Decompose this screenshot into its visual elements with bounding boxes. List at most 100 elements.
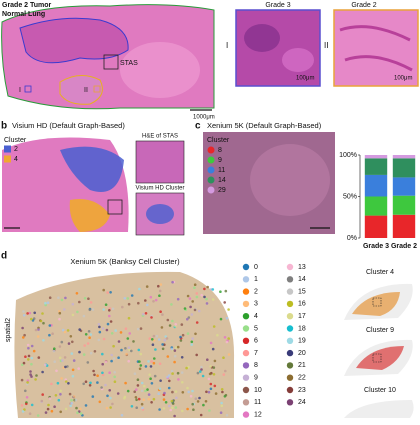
cell xyxy=(186,386,189,390)
cell xyxy=(219,411,223,415)
cell xyxy=(185,366,188,370)
cell xyxy=(113,371,116,374)
grade2-region xyxy=(59,75,103,105)
cell xyxy=(147,397,151,401)
cell xyxy=(152,300,155,303)
x-tick-label: Grade 3 xyxy=(363,243,389,250)
cell xyxy=(24,389,27,393)
cell xyxy=(98,325,101,329)
legend-swatch xyxy=(242,288,250,295)
cell xyxy=(78,350,81,354)
cell xyxy=(22,361,26,365)
legend-swatch xyxy=(242,349,250,357)
cell xyxy=(200,368,203,371)
cell xyxy=(64,365,67,369)
cell xyxy=(127,302,131,306)
cell xyxy=(186,332,190,335)
cell xyxy=(30,317,33,321)
legend-label: 2 xyxy=(254,288,258,295)
cell xyxy=(104,303,108,307)
legend-label: 18 xyxy=(298,325,306,332)
cell xyxy=(124,347,127,350)
cell xyxy=(147,360,150,363)
cluster-overlay xyxy=(60,146,124,192)
cell xyxy=(58,356,62,360)
cell xyxy=(213,359,217,363)
legend-swatch xyxy=(207,156,215,164)
cell xyxy=(92,369,95,373)
inset-marker: II xyxy=(324,41,328,50)
cell xyxy=(26,343,30,347)
cell xyxy=(44,301,47,305)
inset-marker: I xyxy=(226,41,228,50)
cell xyxy=(190,343,193,346)
legend-label: 29 xyxy=(218,187,226,194)
cell xyxy=(109,406,112,409)
cell xyxy=(138,360,141,363)
cell xyxy=(221,390,224,394)
legend-label: 11 xyxy=(254,399,261,406)
y-tick-label: 100% xyxy=(339,152,357,159)
cell xyxy=(168,379,171,383)
cell xyxy=(22,310,25,313)
cell xyxy=(125,352,128,356)
legend-swatch xyxy=(242,263,250,271)
cell xyxy=(53,360,56,364)
cell xyxy=(158,289,162,293)
cell xyxy=(77,367,80,370)
cell xyxy=(57,296,60,300)
bar-segment xyxy=(392,214,416,238)
cell xyxy=(63,356,67,359)
roi-box xyxy=(107,199,123,215)
cell xyxy=(187,316,191,319)
cell xyxy=(213,384,217,388)
cell xyxy=(87,330,91,333)
legend-label: 19 xyxy=(298,338,306,345)
cell xyxy=(162,407,166,410)
cell xyxy=(175,396,178,400)
cell xyxy=(67,382,70,385)
cell xyxy=(212,366,216,369)
cell xyxy=(83,297,87,300)
cell xyxy=(26,312,29,315)
cell xyxy=(78,300,81,304)
cell xyxy=(67,342,71,345)
axis-label: spatial2 xyxy=(5,318,12,342)
cell xyxy=(53,347,56,351)
cell xyxy=(66,365,69,368)
cell xyxy=(174,406,178,409)
cell xyxy=(154,348,157,351)
cell xyxy=(157,338,161,341)
cell xyxy=(82,382,85,386)
cell xyxy=(162,398,166,401)
cell xyxy=(20,378,24,382)
cell xyxy=(106,291,109,294)
cell xyxy=(37,356,41,359)
legend-label: 0 xyxy=(254,264,258,271)
cell xyxy=(207,377,211,381)
cell xyxy=(148,337,152,340)
cell xyxy=(181,381,184,384)
cell xyxy=(104,360,108,364)
legend: 8 9 11 14 29 xyxy=(207,146,226,194)
cell xyxy=(171,402,175,405)
panel-title: Xenium 5K (Banksy Cell Cluster) xyxy=(70,257,180,266)
cell xyxy=(180,356,184,359)
legend-swatch xyxy=(242,325,250,332)
cell xyxy=(113,380,117,384)
cell xyxy=(224,393,228,397)
legend-swatch xyxy=(207,166,215,174)
cell xyxy=(109,396,112,400)
cell xyxy=(188,297,192,300)
cell xyxy=(30,403,34,407)
cell xyxy=(70,402,74,405)
cell xyxy=(20,404,24,407)
cell xyxy=(157,392,160,396)
legend-swatch xyxy=(4,145,11,153)
roi-box xyxy=(24,85,32,93)
cell xyxy=(161,313,164,316)
cell xyxy=(130,294,134,297)
cell xyxy=(176,345,180,349)
cell xyxy=(23,408,26,411)
legend-label: 7 xyxy=(254,350,258,357)
